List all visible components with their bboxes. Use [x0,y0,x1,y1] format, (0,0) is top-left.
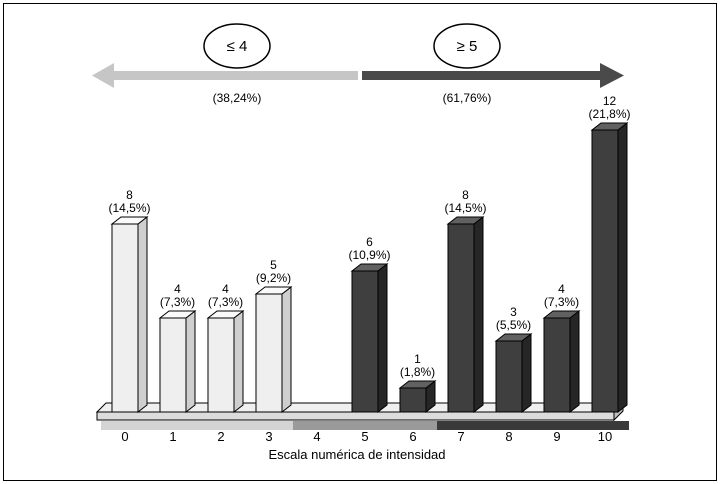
high-group-label: ≥ 5 [457,38,478,55]
x-axis-ticks: 0 1 2 3 4 5 6 7 8 9 10 [121,429,612,444]
high-group-percent: (61,76%) [443,91,492,105]
axis-band [437,421,629,430]
floor-front-face [96,411,615,421]
axis-bands [101,421,629,430]
low-group-ellipse [203,23,271,69]
bar-side-face [185,309,196,414]
bar-side-face [233,309,244,414]
left-arrow-head [92,63,114,88]
axis-band [293,421,437,430]
bar-side-face [569,309,580,414]
bar [543,317,571,413]
bar-percent-label: (7,3%) [160,295,195,309]
bar-percent-label: (5,5%) [496,318,531,332]
figure-border [3,3,717,481]
bar-percent-label: (10,9%) [348,248,390,262]
bar [591,129,619,413]
annotation-group-high: ≥ 5 (61,76%) [362,23,624,105]
x-tick-label: 10 [598,429,612,444]
bar-percent-label: (7,3%) [208,295,243,309]
bar [399,387,427,413]
bar-count-label: 5 [270,258,277,272]
x-tick-label: 2 [217,429,224,444]
bar-percent-label: (21,8%) [588,107,630,121]
bar [111,223,139,413]
bar-percent-label: (9,2%) [256,271,291,285]
x-axis-title: Escala numérica de intensidad [268,447,445,462]
bar-side-face [521,332,532,414]
bars: 8(14,5%)4(7,3%)4(7,3%)5(9,2%)6(10,9%)1(1… [108,94,631,414]
right-arrow-head [600,63,624,88]
bar-count-label: 3 [510,305,517,319]
bar-count-label: 4 [222,282,229,296]
bar-count-label: 8 [462,188,469,202]
bar-side-face [617,121,628,414]
bar [447,223,475,413]
bar-side-face [377,262,388,414]
bar-percent-label: (7,3%) [544,295,579,309]
bar-count-label: 12 [603,94,617,108]
x-tick-label: 0 [121,429,128,444]
x-tick-label: 3 [265,429,272,444]
bar-percent-label: (1,8%) [400,365,435,379]
right-arrow-shaft [362,71,602,80]
x-tick-label: 1 [169,429,176,444]
x-tick-label: 8 [505,429,512,444]
annotation-group-low: ≤ 4 (38,24%) [92,23,358,105]
bar-side-face [473,215,484,414]
bar [159,317,187,413]
bar [207,317,235,413]
bar-percent-label: (14,5%) [444,201,486,215]
bar-side-face [281,285,292,414]
low-group-label: ≤ 4 [227,38,248,55]
x-tick-label: 4 [313,429,320,444]
bar-count-label: 8 [126,188,133,202]
axis-band [101,421,293,430]
bar [495,340,523,413]
bar-count-label: 6 [366,235,373,249]
x-tick-label: 9 [553,429,560,444]
bar [255,293,283,413]
x-tick-label: 7 [457,429,464,444]
low-group-percent: (38,24%) [213,91,262,105]
x-tick-label: 6 [409,429,416,444]
x-tick-label: 5 [361,429,368,444]
bar-side-face [137,215,148,414]
bar-percent-label: (14,5%) [108,201,150,215]
bar-count-label: 4 [558,282,565,296]
high-group-ellipse [433,23,501,69]
bar [351,270,379,413]
left-arrow-shaft [112,71,358,80]
bar-count-label: 1 [414,352,421,366]
bar-count-label: 4 [174,282,181,296]
